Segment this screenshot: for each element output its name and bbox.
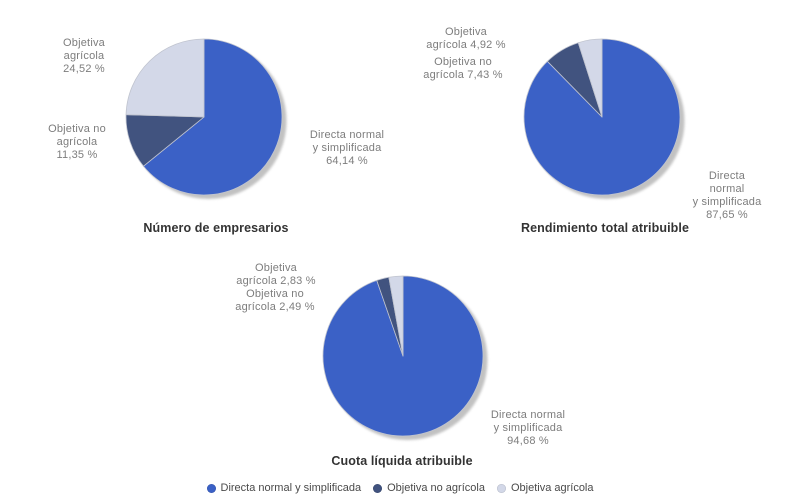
legend-dot-objetiva-no-agricola-icon	[373, 483, 383, 493]
pie-cuota-liquida	[322, 275, 488, 440]
slice-label-objetiva-agricola: Objetiva agrícola 4,92 %	[426, 26, 506, 51]
legend-dot-directa-icon	[206, 483, 216, 493]
legend-item-directa: Directa normal y simplificada	[206, 482, 362, 494]
pie-slice-objetiva_agricola	[388, 275, 404, 357]
legend-item-objetiva-no-agricola: Objetiva no agrícola	[373, 482, 485, 494]
chart-title: Rendimiento total atribuible	[520, 221, 690, 235]
pie-slice-objetiva_agricola	[577, 38, 603, 118]
slice-label-objetiva-no-agricola: Objetiva no agrícola 2,49 %	[235, 288, 315, 313]
chart-title: Cuota líquida atribuible	[331, 454, 473, 468]
chart-legend: Directa normal y simplificada Objetiva n…	[0, 480, 800, 496]
pie-rendimiento-total	[523, 38, 685, 199]
slice-label-objetiva-agricola: Objetiva agrícola 24,52 %	[63, 37, 105, 75]
legend-label: Objetiva no agrícola	[387, 482, 485, 494]
slice-label-objetiva-no-agricola: Objetiva no agrícola 7,43 %	[423, 56, 503, 81]
legend-label: Objetiva agrícola	[510, 482, 594, 494]
pie-numero-empresarios	[125, 38, 287, 199]
slice-label-directa: Directa normal y simplificada 94,68 %	[490, 409, 566, 447]
chart-title: Número de empresarios	[143, 221, 289, 235]
legend-label: Directa normal y simplificada	[220, 482, 362, 494]
legend-item-objetiva-agricola: Objetiva agrícola	[496, 482, 594, 494]
pie-slice-directa	[143, 38, 283, 196]
slice-label-objetiva-no-agricola: Objetiva no agrícola 11,35 %	[48, 123, 106, 161]
slice-label-objetiva-agricola: Objetiva agrícola 2,83 %	[236, 262, 316, 287]
legend-dot-objetiva-agricola-icon	[496, 483, 506, 493]
slice-label-directa: Directa normal y simplificada 87,65 %	[692, 170, 762, 221]
slice-label-directa: Directa normal y simplificada 64,14 %	[309, 129, 385, 167]
pie-slice-objetiva_agricola	[125, 38, 205, 118]
